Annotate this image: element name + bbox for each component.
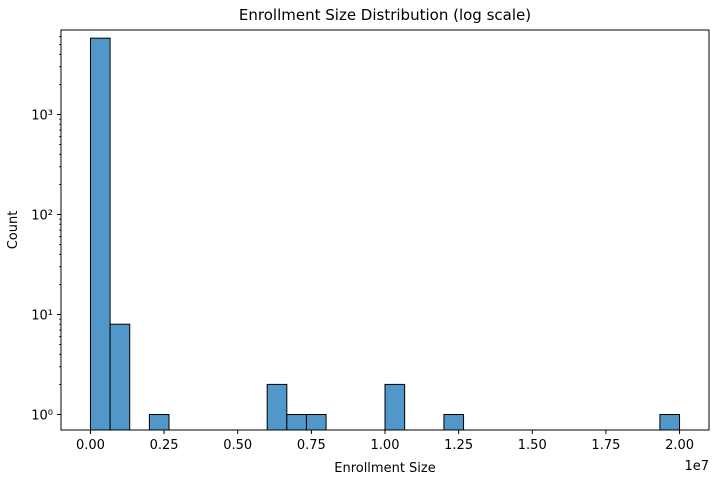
y-tick-label: 10³ — [31, 109, 53, 124]
histogram-bar — [286, 414, 307, 431]
histogram-bar — [89, 37, 111, 431]
histogram-bar — [266, 383, 288, 431]
x-axis: 0.00 0.25 0.50 0.75 1.00 1.25 1.50 1.75 2.00 — [76, 430, 694, 453]
histogram-bar — [109, 323, 131, 431]
x-tick-label: 0.00 — [76, 438, 105, 453]
chart-title: Enrollment Size Distribution (log scale) — [239, 6, 531, 24]
x-tick-label: 0.50 — [223, 438, 252, 453]
plot-frame — [60, 29, 710, 431]
histogram-bar — [305, 414, 327, 431]
histogram-bar — [659, 414, 681, 431]
histogram-bar — [384, 383, 406, 431]
x-axis-offset-label: 1e7 — [684, 459, 709, 474]
y-axis: 10⁰ 10¹ 10² 10³ — [31, 36, 61, 424]
x-tick-label: 1.75 — [591, 438, 620, 453]
y-tick-label: 10² — [31, 209, 53, 224]
x-axis-label: Enrollment Size — [334, 461, 436, 476]
y-tick-label: 10⁰ — [31, 409, 53, 424]
y-axis-label: Count — [6, 211, 21, 250]
histogram-bar — [148, 414, 170, 431]
x-tick-label: 0.75 — [297, 438, 326, 453]
bars-layer — [89, 37, 681, 431]
x-tick-label: 1.00 — [371, 438, 400, 453]
x-tick-label: 0.25 — [150, 438, 179, 453]
x-tick-label: 1.25 — [444, 438, 473, 453]
x-tick-label: 2.00 — [665, 438, 694, 453]
y-tick-label: 10¹ — [31, 309, 53, 324]
histogram-bar — [443, 414, 465, 431]
x-tick-label: 1.50 — [518, 438, 547, 453]
